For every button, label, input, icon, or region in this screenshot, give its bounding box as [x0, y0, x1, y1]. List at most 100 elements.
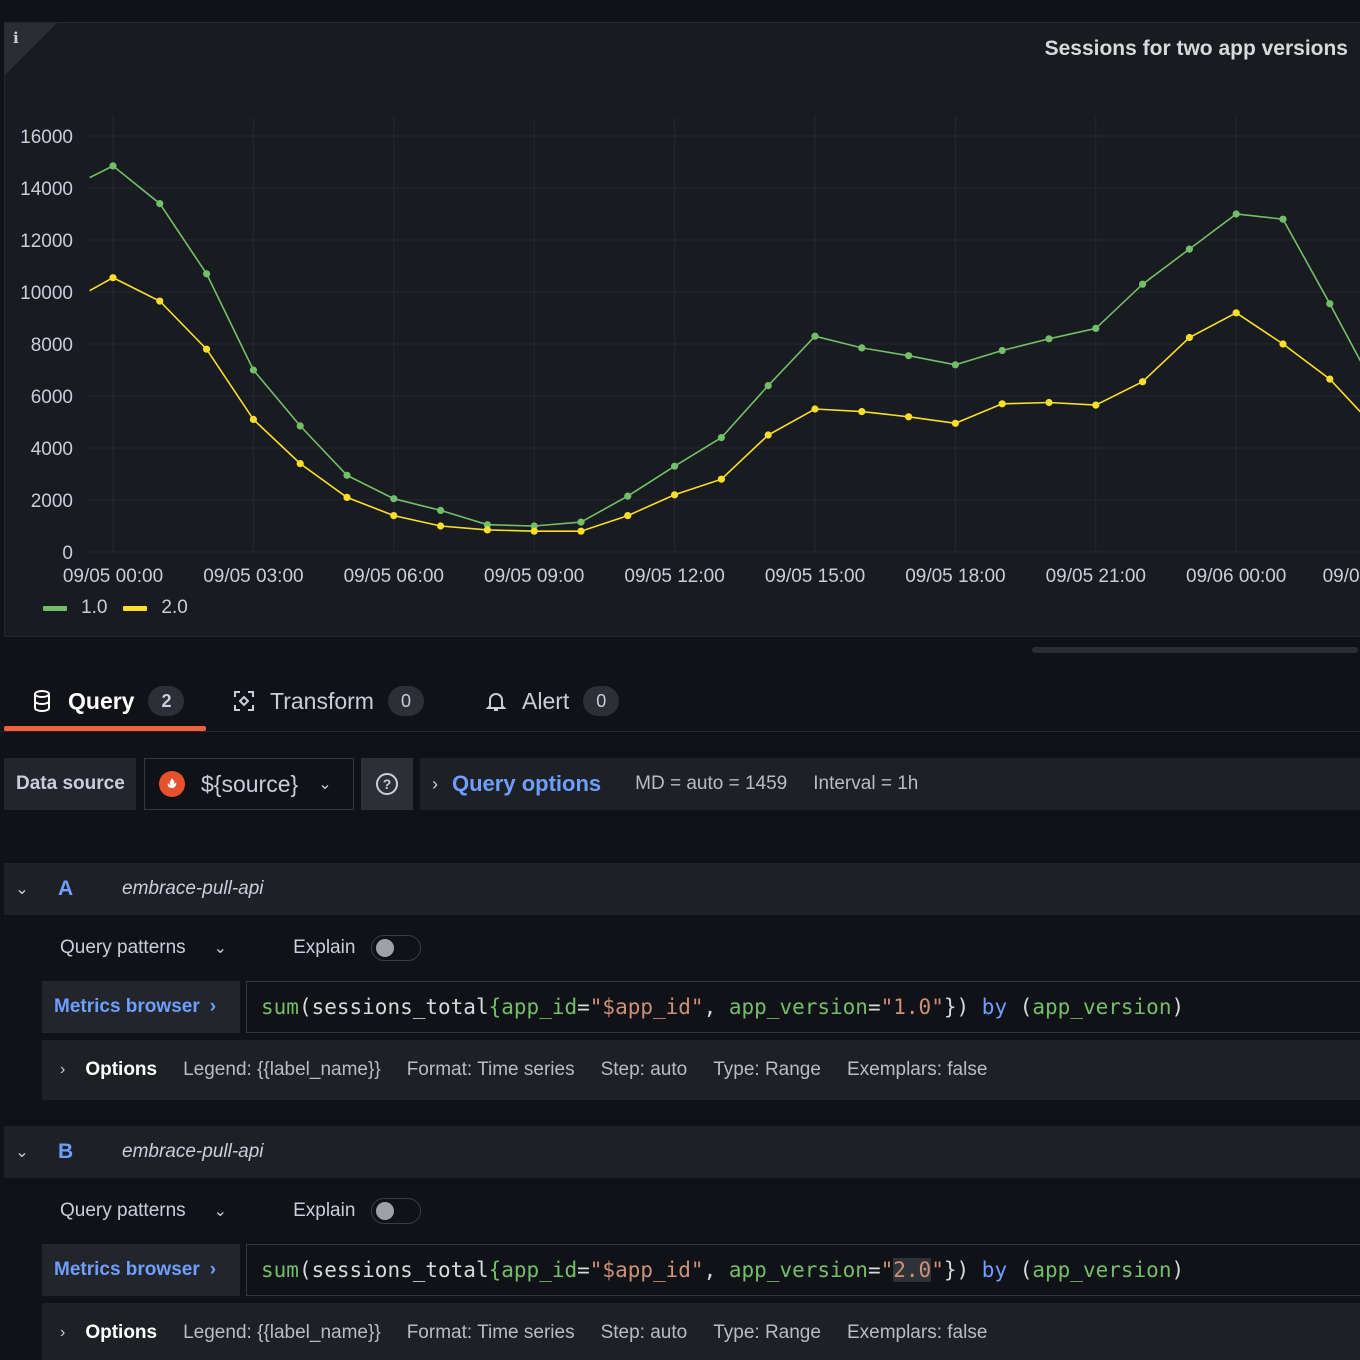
query-options-label[interactable]: Query options	[452, 771, 602, 796]
explain-label: Explain	[293, 1200, 356, 1221]
query-editor-input[interactable]: sum(sessions_total{app_id = "$app_id", app…	[246, 981, 1360, 1033]
query-options-row-a[interactable]: › Options Legend: {{label_name}} Format:…	[42, 1040, 1360, 1100]
code-group-label: app_version	[1032, 1258, 1172, 1282]
code-eq: =	[577, 995, 590, 1019]
y-tick-label: 16000	[20, 127, 73, 148]
query-ref-id[interactable]: B	[58, 1140, 74, 1163]
data-point-series-2	[530, 527, 538, 535]
query-patterns-dropdown[interactable]: Query patterns ⌄	[60, 937, 227, 959]
data-point-series-1	[671, 462, 679, 470]
query-ref-id[interactable]: A	[58, 877, 74, 900]
chevron-down-icon: ⌄	[213, 1203, 228, 1220]
data-point-series-1	[577, 518, 585, 526]
transform-icon	[234, 691, 254, 711]
data-point-series-1	[390, 495, 398, 503]
tab-query[interactable]: Query 2	[30, 672, 185, 730]
data-point-series-1	[109, 162, 117, 170]
explain-toggle-group: Explain	[293, 935, 422, 961]
data-point-series-1	[530, 522, 538, 530]
option-format: Format: Time series	[406, 1059, 575, 1080]
datasource-help-button[interactable]: ?	[361, 758, 413, 810]
y-tick-label: 12000	[20, 231, 73, 252]
query-options-max-datapoints: MD = auto = 1459	[635, 773, 788, 794]
tab-transform[interactable]: Transform 0	[232, 672, 424, 730]
code-label-key: app_id	[501, 995, 578, 1019]
panel-info-corner[interactable]	[5, 23, 57, 75]
query-row-header-b[interactable]: ⌄ B embrace-pull-api	[4, 1126, 1360, 1178]
legend-item-series-1[interactable]: 1.0	[43, 597, 107, 619]
data-point-series-1	[811, 332, 819, 340]
code-fn: sum	[261, 995, 299, 1019]
query-editor-input[interactable]: sum(sessions_total{app_id = "$app_id", app…	[246, 1244, 1360, 1296]
metrics-browser-button[interactable]: Metrics browser ›	[42, 1244, 240, 1296]
query-options-bar[interactable]: › Query options MD = auto = 1459 Interva…	[420, 758, 1360, 810]
explain-toggle[interactable]	[371, 1198, 422, 1224]
editor-tabs: Query 2 Transform 0 Alert 0	[0, 672, 1360, 732]
legend-label-series-1: 1.0	[81, 597, 108, 618]
legend-swatch-series-1	[43, 605, 67, 611]
datasource-label: Data source	[4, 758, 136, 810]
x-tick-label: 09/06 00:00	[1186, 566, 1286, 587]
code-paren: (	[1019, 995, 1033, 1019]
sessions-chart: 0 2000 4000 6000 8000 10000 12000 14000 16000 09/…	[20, 117, 1360, 587]
code-paren: )	[1171, 995, 1185, 1019]
chevron-down-icon[interactable]: ⌄	[15, 881, 29, 898]
tab-alert[interactable]: Alert 0	[484, 672, 620, 730]
code-label-key: app_id	[501, 1258, 578, 1282]
panel-horizontal-scrollbar[interactable]	[1032, 647, 1358, 653]
data-point-series-2	[156, 297, 164, 305]
code-version-value: 2.0	[893, 1258, 932, 1282]
options-label: Options	[85, 1322, 158, 1343]
data-point-series-2	[109, 274, 117, 282]
query-patterns-dropdown[interactable]: Query patterns ⌄	[60, 1200, 227, 1222]
data-point-series-1	[998, 346, 1006, 355]
query-row-header-a[interactable]: ⌄ A embrace-pull-api	[4, 863, 1360, 915]
chevron-down-icon[interactable]: ⌄	[15, 1144, 29, 1161]
x-tick-label: 09/05 09:00	[484, 566, 584, 587]
chevron-down-icon: ⌄	[213, 940, 228, 957]
datasource-row: Data source ${source} ⌄ ? › Query option…	[0, 758, 1360, 810]
option-format: Format: Time series	[406, 1322, 575, 1343]
code-by: by	[969, 995, 1020, 1019]
question-icon: ?	[376, 773, 398, 795]
data-point-series-1	[951, 361, 960, 369]
y-tick-label: 8000	[31, 335, 73, 356]
datasource-picker[interactable]: ${source} ⌄	[144, 758, 354, 810]
data-point-series-1	[858, 344, 866, 352]
x-tick-label: 09/05 15:00	[765, 566, 865, 587]
datasource-value: ${source}	[201, 770, 299, 797]
legend-item-series-2[interactable]: 2.0	[123, 597, 188, 619]
data-point-series-2	[343, 493, 351, 501]
query-toolbar-b: Query patterns ⌄ Explain	[60, 1193, 422, 1229]
query-patterns-label: Query patterns	[60, 1200, 186, 1221]
chevron-right-icon: ›	[432, 773, 438, 794]
chevron-right-icon: ›	[209, 996, 217, 1017]
data-point-series-2	[1092, 401, 1100, 409]
code-paren: )	[1171, 1258, 1185, 1282]
legend-swatch-series-2	[123, 605, 148, 611]
code-version-value: 1.0	[893, 995, 932, 1019]
query-datasource-name: embrace-pull-api	[122, 1141, 264, 1162]
code-label-key: app_version	[728, 995, 868, 1019]
data-point-series-1	[343, 471, 351, 479]
code-metric: sessions_total	[311, 995, 489, 1019]
data-point-series-2	[671, 491, 679, 499]
code-paren: (	[1019, 1258, 1033, 1282]
data-point-series-2	[624, 512, 632, 520]
x-tick-label: 09/05 00:00	[63, 566, 163, 587]
code-paren: (	[298, 1258, 312, 1282]
x-tick-label: 09/05 12:00	[624, 566, 724, 587]
code-eq: =	[867, 995, 881, 1019]
data-point-series-2	[1045, 398, 1053, 407]
data-point-series-2	[811, 405, 819, 413]
metrics-browser-button[interactable]: Metrics browser ›	[42, 981, 240, 1033]
code-label-key: app_version	[728, 1258, 868, 1282]
data-point-series-2	[249, 415, 257, 423]
info-icon[interactable]: i	[13, 29, 19, 47]
code-eq: =	[577, 1258, 590, 1282]
explain-toggle[interactable]	[371, 935, 422, 961]
query-options-row-b[interactable]: › Options Legend: {{label_name}} Format:…	[42, 1303, 1360, 1360]
code-fn: sum	[261, 1258, 299, 1282]
query-datasource-name: embrace-pull-api	[122, 878, 264, 899]
database-icon	[34, 690, 50, 713]
